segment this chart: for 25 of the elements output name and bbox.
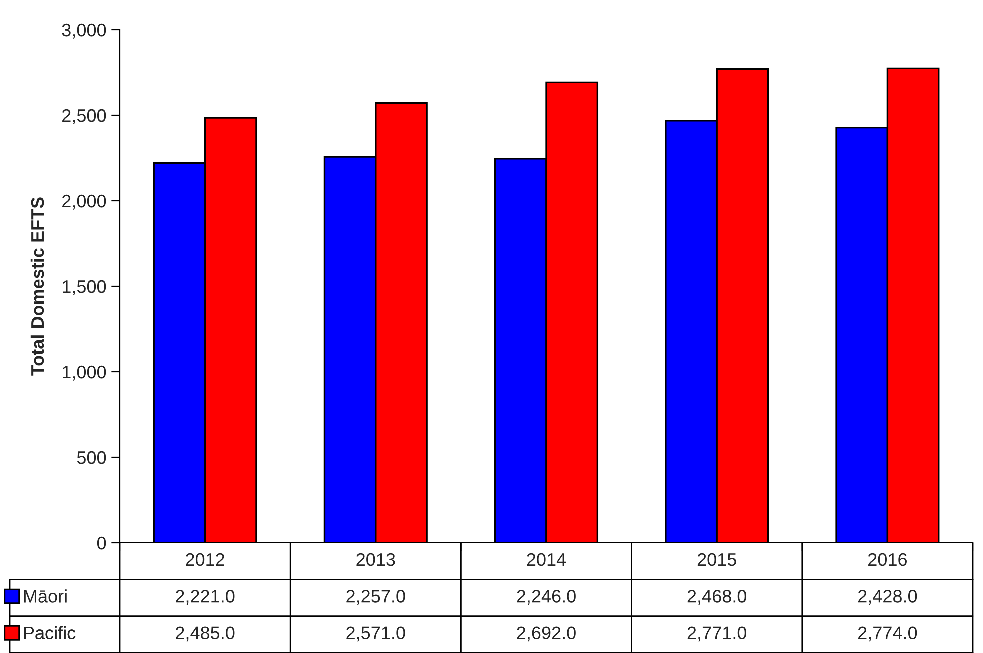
data-label: 2,771.0 <box>688 626 747 642</box>
y-tick-label: 1,500 <box>63 280 106 296</box>
data-label: 2,257.0 <box>346 590 406 605</box>
y-tick-label: 2,000 <box>62 194 106 210</box>
y-axis-title: Total Domestic EFTS <box>30 198 44 376</box>
y-tick-label: 500 <box>77 451 106 464</box>
data-label: 2,428.0 <box>858 590 918 605</box>
data-label: 2,692.0 <box>517 626 576 642</box>
data-label: 2,221.0 <box>176 590 235 605</box>
y-tick-label: 0 <box>97 536 106 550</box>
x-tick-label: 2015 <box>698 553 736 566</box>
x-tick-label: 2016 <box>868 553 907 566</box>
data-label: 2,485.0 <box>176 626 235 642</box>
x-tick-label: 2014 <box>527 553 566 566</box>
data-label: 2,246.0 <box>517 590 576 605</box>
x-tick-label: 2013 <box>356 553 396 566</box>
legend-label: Pacific <box>24 626 76 640</box>
data-label: 2,468.0 <box>688 590 747 605</box>
data-label: 2,571.0 <box>346 626 406 642</box>
y-tick-label: 3,000 <box>62 24 106 39</box>
data-label: 2,774.0 <box>858 626 918 642</box>
y-tick-label: 1,000 <box>63 366 106 381</box>
y-tick-label: 2,500 <box>62 109 106 124</box>
legend-label: Māori <box>24 590 67 603</box>
x-tick-label: 2012 <box>186 553 224 566</box>
